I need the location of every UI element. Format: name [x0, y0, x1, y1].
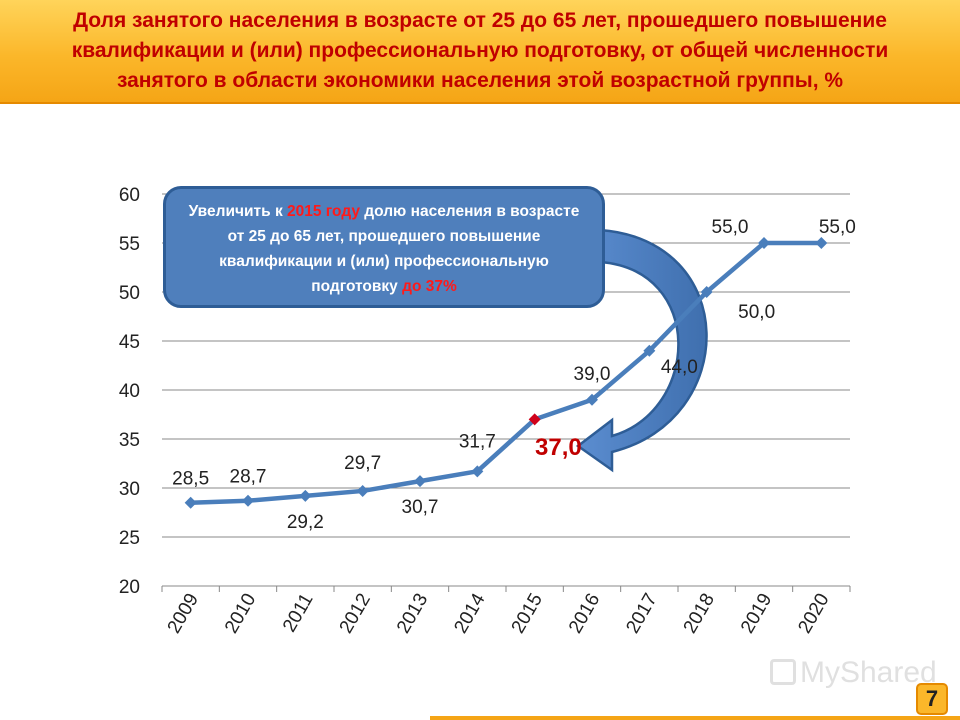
- data-label: 28,7: [230, 467, 267, 488]
- data-label: 30,7: [402, 497, 439, 518]
- y-tick-label: 50: [119, 283, 140, 304]
- x-tick-label: 2017: [622, 590, 661, 637]
- data-label: 29,7: [344, 453, 381, 474]
- title-line-1: Доля занятого населения в возрасте от 25…: [73, 9, 887, 32]
- y-tick-label: 35: [119, 430, 140, 451]
- data-label: 28,5: [172, 469, 209, 490]
- x-tick-label: 2013: [393, 590, 432, 637]
- curved-arrow-icon: [575, 228, 708, 473]
- data-point: [184, 496, 197, 509]
- goal-callout: Увеличить к 2015 году долю населения в в…: [163, 186, 605, 308]
- watermark: MyShared: [770, 656, 937, 690]
- title-bar: Доля занятого населения в возрасте от 25…: [0, 0, 960, 104]
- y-tick-label: 60: [119, 185, 140, 206]
- data-point: [242, 494, 254, 507]
- watermark-icon: [770, 659, 796, 685]
- data-label: 50,0: [738, 302, 775, 323]
- callout-text-1: Увеличить к: [188, 203, 288, 220]
- page-title: Доля занятого населения в возрасте от 25…: [0, 6, 960, 96]
- x-tick-label: 2014: [450, 590, 490, 637]
- data-label: 31,7: [459, 431, 496, 452]
- y-tick-label: 45: [119, 332, 140, 353]
- y-tick-label: 55: [119, 234, 140, 255]
- x-tick-label: 2015: [508, 590, 547, 637]
- x-tick-label: 2012: [336, 590, 375, 637]
- data-point: [586, 393, 598, 406]
- x-tick-label: 2010: [221, 590, 260, 637]
- callout-target: до 37%: [402, 278, 457, 295]
- y-tick-label: 25: [119, 528, 140, 549]
- bottom-accent-line: [430, 716, 960, 720]
- data-point: [471, 465, 484, 478]
- data-point: [700, 286, 713, 298]
- x-tick-label: 2020: [794, 590, 833, 637]
- data-label: 44,0: [661, 357, 698, 378]
- x-tick-label: 2009: [164, 590, 203, 637]
- data-point: [758, 237, 770, 249]
- data-point: [815, 237, 828, 249]
- y-tick-label: 30: [119, 479, 140, 500]
- y-tick-label: 40: [119, 381, 140, 402]
- callout-text-2: долю населения в возрасте от 25 до 65 ле…: [219, 203, 580, 295]
- data-point: [414, 475, 426, 488]
- data-label: 55,0: [819, 217, 856, 238]
- data-point: [299, 489, 312, 502]
- y-tick-label: 20: [119, 577, 140, 598]
- data-point: [643, 344, 656, 357]
- target-value-label: 37,0: [535, 434, 582, 461]
- highlight-data-point: [528, 413, 541, 426]
- x-tick-label: 2018: [680, 590, 719, 637]
- title-line-3: занятого в области экономики населения э…: [116, 69, 844, 92]
- data-point: [356, 484, 369, 497]
- data-label: 55,0: [712, 217, 749, 238]
- x-tick-label: 2019: [737, 590, 776, 637]
- data-label: 39,0: [574, 364, 611, 385]
- callout-year: 2015 году: [287, 203, 360, 220]
- title-line-2: квалификации и (или) профессиональную по…: [71, 39, 889, 62]
- data-label: 29,2: [287, 512, 324, 533]
- series-line: [190, 240, 822, 505]
- x-tick-label: 2011: [279, 590, 318, 636]
- page-number: 7: [916, 683, 948, 715]
- x-tick-label: 2016: [565, 590, 604, 637]
- watermark-text: MyShared: [800, 656, 937, 689]
